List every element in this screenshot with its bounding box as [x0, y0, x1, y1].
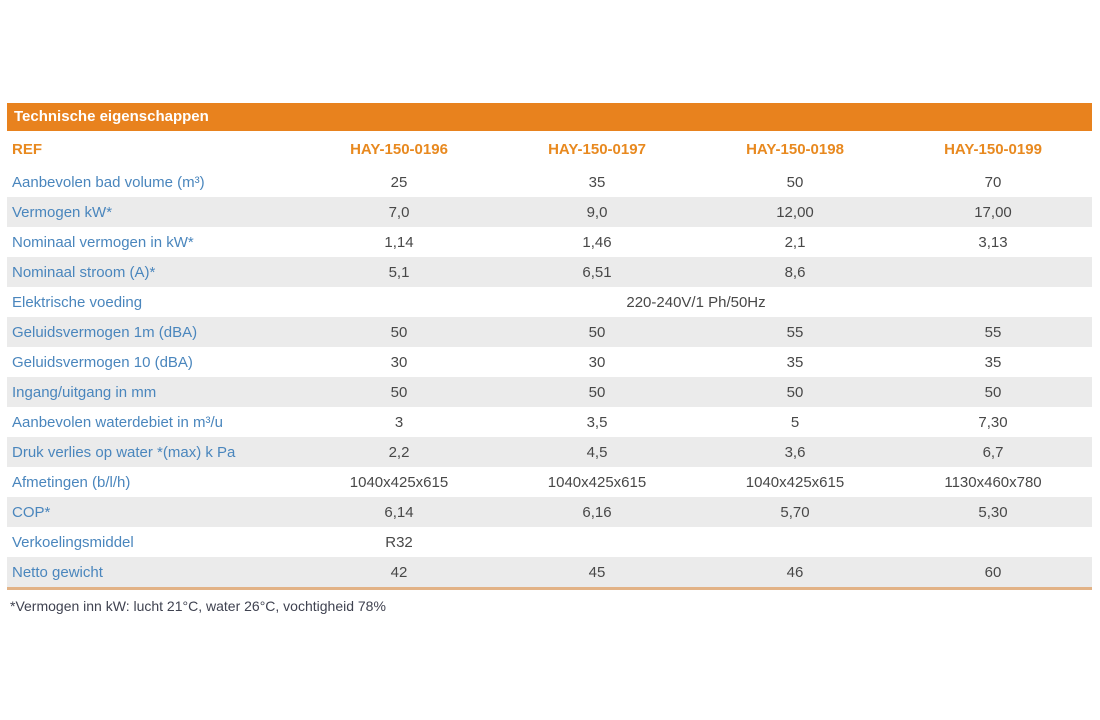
table-cell: 30 [588, 353, 606, 371]
row-label: Nominaal stroom (A)* [12, 263, 156, 281]
row-label: Druk verlies op water *(max) k Pa [12, 443, 236, 461]
row-label: Verkoelingsmiddel [12, 533, 134, 551]
table-cell: 1040x425x615 [547, 473, 647, 491]
table-cell: 50 [390, 383, 408, 401]
table-row-merged: Elektrische voeding 220-240V/1 Ph/50Hz [7, 287, 1092, 317]
table-cell: 5,70 [780, 503, 810, 521]
table-cell: 42 [390, 563, 408, 581]
table-cell: 3 [394, 413, 404, 431]
table-cell: 50 [588, 323, 606, 341]
table-cell: 1,46 [582, 233, 612, 251]
table-row: COP* 6,14 6,16 5,70 5,30 [7, 497, 1092, 527]
table-cell: 50 [984, 383, 1002, 401]
table-cell: 5 [790, 413, 800, 431]
row-label: Geluidsvermogen 1m (dBA) [12, 323, 198, 341]
table-row: Druk verlies op water *(max) k Pa 2,2 4,… [7, 437, 1092, 467]
row-label: COP* [12, 503, 51, 521]
table-cell: 6,7 [982, 443, 1004, 461]
table-cell: 50 [786, 173, 804, 191]
table-cell: 17,00 [974, 203, 1012, 221]
table-cell: 6,16 [582, 503, 612, 521]
table-cell: 3,5 [586, 413, 608, 431]
table-title-bar: Technische eigenschappen [7, 103, 1092, 131]
table-row: Ingang/uitgang in mm 50 50 50 50 [7, 377, 1092, 407]
table-cell: 9,0 [586, 203, 608, 221]
row-label: Netto gewicht [12, 563, 103, 581]
table-cell: 5,1 [388, 263, 410, 281]
table-cell: 45 [588, 563, 606, 581]
table-cell: 1040x425x615 [745, 473, 845, 491]
table-cell: 2,1 [784, 233, 806, 251]
table-cell: R32 [385, 533, 413, 551]
table-cell: 12,00 [776, 203, 814, 221]
table-cell: 55 [984, 323, 1002, 341]
table-cell: 50 [786, 383, 804, 401]
table-row: Verkoelingsmiddel R32 [7, 527, 1092, 557]
table-cell: 70 [984, 173, 1002, 191]
table-cell: 7,0 [388, 203, 410, 221]
table-cell-merged: 220-240V/1 Ph/50Hz [626, 293, 766, 311]
table-row: Geluidsvermogen 1m (dBA) 50 50 55 55 [7, 317, 1092, 347]
table-cell: 30 [390, 353, 408, 371]
table-cell: 1040x425x615 [349, 473, 449, 491]
table-row: Afmetingen (b/l/h) 1040x425x615 1040x425… [7, 467, 1092, 497]
table-cell: 6,51 [582, 263, 612, 281]
table-body: REF HAY-150-0196 HAY-150-0197 HAY-150-01… [7, 131, 1092, 590]
table-header-row: REF HAY-150-0196 HAY-150-0197 HAY-150-01… [7, 131, 1092, 167]
row-label: Nominaal vermogen in kW* [12, 233, 194, 251]
table-cell: 50 [588, 383, 606, 401]
table-cell: 1130x460x780 [944, 473, 1042, 491]
row-label: Geluidsvermogen 10 (dBA) [12, 353, 193, 371]
row-label: Aanbevolen waterdebiet in m³/u [12, 413, 223, 431]
table-cell: 2,2 [388, 443, 410, 461]
table-cell: 46 [786, 563, 804, 581]
table-cell: 1,14 [384, 233, 414, 251]
row-label: Aanbevolen bad volume (m³) [12, 173, 205, 191]
table-row: Netto gewicht 42 45 46 60 [7, 557, 1092, 587]
technical-specs-table: Technische eigenschappen REF HAY-150-019… [7, 103, 1092, 590]
row-label: Elektrische voeding [12, 293, 143, 311]
row-label: Afmetingen (b/l/h) [12, 473, 131, 491]
row-label: Vermogen kW* [12, 203, 113, 221]
table-row: Aanbevolen waterdebiet in m³/u 3 3,5 5 7… [7, 407, 1092, 437]
table-cell: 35 [984, 353, 1002, 371]
table-cell: 5,30 [978, 503, 1008, 521]
table-cell: 3,13 [978, 233, 1008, 251]
table-cell: 7,30 [978, 413, 1008, 431]
column-header: HAY-150-0197 [548, 140, 646, 158]
table-cell: 60 [984, 563, 1002, 581]
table-cell: 55 [786, 323, 804, 341]
table-cell: 8,6 [784, 263, 806, 281]
table-cell: 35 [588, 173, 606, 191]
ref-label: REF [12, 140, 42, 158]
column-header: HAY-150-0196 [350, 140, 448, 158]
footnote: *Vermogen inn kW: lucht 21°C, water 26°C… [10, 598, 386, 614]
table-cell: 25 [390, 173, 408, 191]
table-cell: 50 [390, 323, 408, 341]
table-row: Nominaal vermogen in kW* 1,14 1,46 2,1 3… [7, 227, 1092, 257]
column-header: HAY-150-0198 [746, 140, 844, 158]
table-row: Geluidsvermogen 10 (dBA) 30 30 35 35 [7, 347, 1092, 377]
row-label: Ingang/uitgang in mm [12, 383, 157, 401]
table-row: Aanbevolen bad volume (m³) 25 35 50 70 [7, 167, 1092, 197]
table-cell: 4,5 [586, 443, 608, 461]
table-title: Technische eigenschappen [14, 108, 209, 125]
column-header: HAY-150-0199 [944, 140, 1042, 158]
table-row: Vermogen kW* 7,0 9,0 12,00 17,00 [7, 197, 1092, 227]
table-cell: 35 [786, 353, 804, 371]
table-cell: 3,6 [784, 443, 806, 461]
table-row: Nominaal stroom (A)* 5,1 6,51 8,6 [7, 257, 1092, 287]
table-cell: 6,14 [384, 503, 414, 521]
